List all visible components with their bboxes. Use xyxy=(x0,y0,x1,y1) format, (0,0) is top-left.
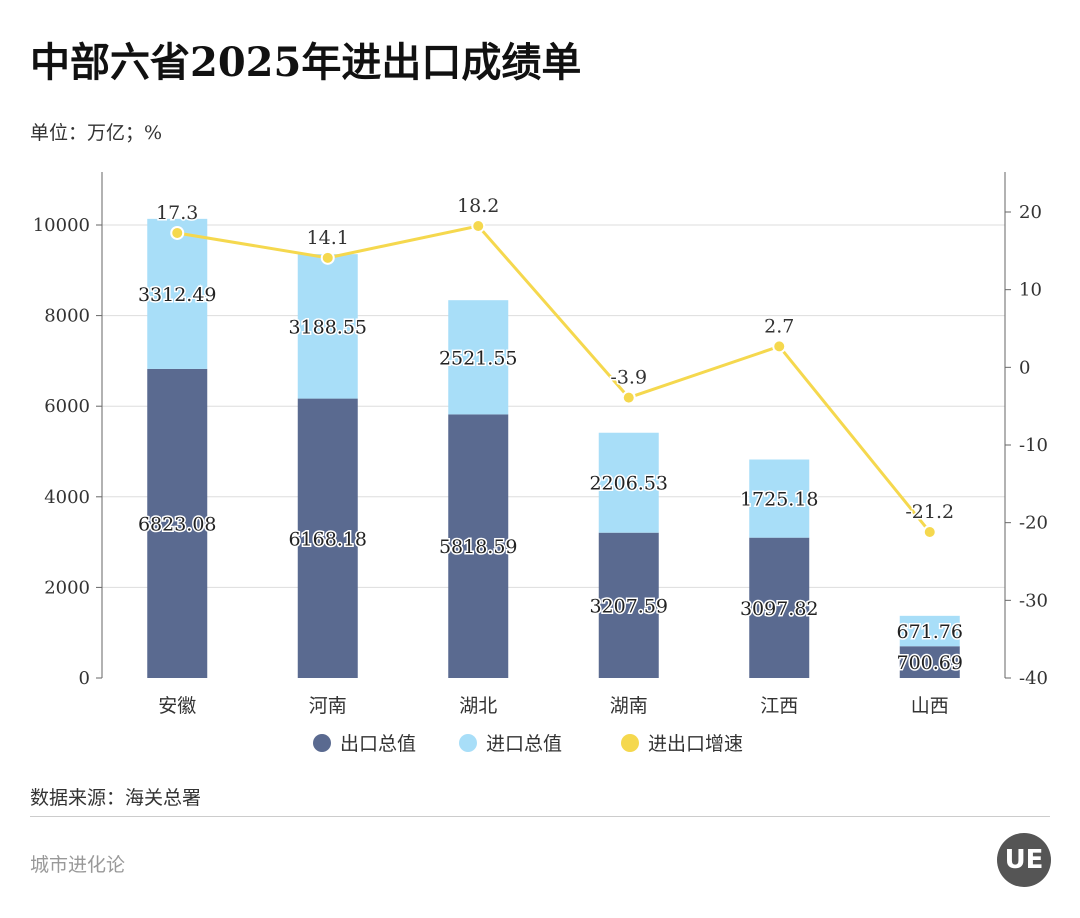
brand-logo: UE xyxy=(997,833,1051,887)
growth-value-label: 18.2 xyxy=(457,195,499,217)
legend-label: 进出口增速 xyxy=(648,733,743,755)
right-tick-label: -20 xyxy=(1019,513,1048,534)
right-tick-label: 0 xyxy=(1019,357,1030,378)
growth-point xyxy=(320,250,335,265)
growth-value-label: -21.2 xyxy=(905,501,954,523)
left-tick-label: 6000 xyxy=(44,396,90,417)
export-bar xyxy=(448,414,509,678)
legend-label: 进口总值 xyxy=(486,733,562,755)
legend-marker xyxy=(621,734,639,752)
category-label: 安徽 xyxy=(158,695,196,717)
export-bar xyxy=(297,398,358,678)
export-value-label: 6168.18 xyxy=(288,528,367,550)
right-tick-label: -10 xyxy=(1019,435,1048,456)
import-value-label: 671.76 xyxy=(897,621,963,643)
import-bar xyxy=(448,300,509,415)
category-label: 山西 xyxy=(911,695,949,717)
divider xyxy=(30,816,1050,817)
import-bar xyxy=(297,254,358,399)
left-tick-label: 0 xyxy=(79,668,90,689)
left-tick-label: 2000 xyxy=(44,577,90,598)
unit-label: 单位：万亿；% xyxy=(30,122,163,144)
export-value-label: 700.69 xyxy=(897,652,963,674)
growth-point xyxy=(170,225,185,240)
legend-label: 出口总值 xyxy=(340,733,416,755)
growth-point xyxy=(922,524,937,539)
right-tick-label: 20 xyxy=(1019,202,1042,223)
export-bar xyxy=(147,368,208,678)
source-note: 数据来源：海关总署 xyxy=(30,787,202,809)
growth-point xyxy=(621,390,636,405)
legend-marker xyxy=(313,734,331,752)
export-value-label: 6823.08 xyxy=(138,513,217,535)
left-tick-label: 4000 xyxy=(44,487,90,508)
category-label: 江西 xyxy=(760,695,798,717)
export-bar xyxy=(749,537,810,678)
category-label: 湖北 xyxy=(459,695,497,717)
import-bar xyxy=(147,218,208,369)
growth-value-label: 17.3 xyxy=(156,202,198,224)
import-value-label: 2521.55 xyxy=(439,347,518,369)
chart: 0 2000 4000 6000 8000 10000 20 10 0 -10 -20 -30 -40 6… xyxy=(33,172,1048,755)
right-tick-label: 10 xyxy=(1019,280,1042,301)
right-tick-label: -40 xyxy=(1019,668,1048,689)
growth-point xyxy=(772,339,787,354)
export-value-label: 3207.59 xyxy=(589,595,668,617)
legend-marker xyxy=(459,734,477,752)
category-label: 湖南 xyxy=(610,695,648,717)
import-value-label: 2206.53 xyxy=(589,473,668,495)
growth-value-label: 14.1 xyxy=(307,227,349,249)
import-bar xyxy=(598,432,659,533)
footer-brand: 城市进化论 xyxy=(30,854,126,876)
import-value-label: 3188.55 xyxy=(288,316,367,338)
left-tick-label: 10000 xyxy=(33,215,90,236)
export-value-label: 3097.82 xyxy=(740,598,819,620)
export-value-label: 5818.59 xyxy=(439,536,518,558)
page-title: 中部六省2025年进出口成绩单 xyxy=(30,39,582,86)
import-bar xyxy=(899,615,960,647)
growth-line xyxy=(177,224,931,533)
right-tick-label: -30 xyxy=(1019,590,1048,611)
export-bar xyxy=(899,646,960,678)
import-bar xyxy=(749,459,810,538)
growth-value-label: 2.7 xyxy=(764,315,794,337)
export-bar xyxy=(598,532,659,678)
category-label: 河南 xyxy=(309,695,347,717)
growth-value-label: -3.9 xyxy=(610,367,647,389)
import-value-label: 1725.18 xyxy=(740,489,819,511)
left-tick-label: 8000 xyxy=(44,306,90,327)
growth-point xyxy=(471,218,486,233)
import-value-label: 3312.49 xyxy=(138,284,217,306)
